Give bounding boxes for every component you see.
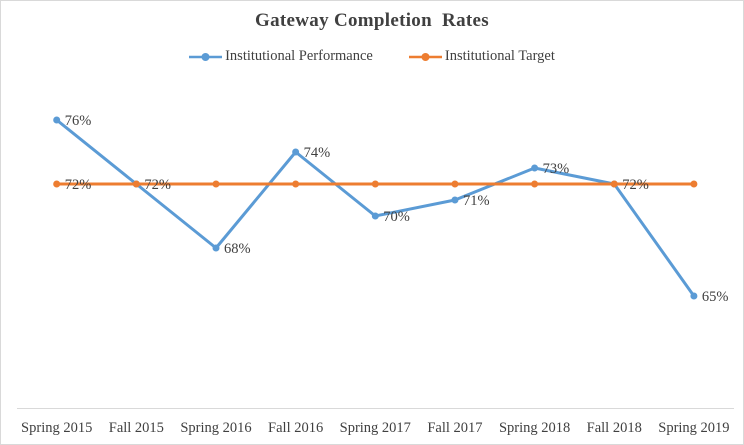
chart-title: Gateway Completion Rates <box>255 10 489 31</box>
data-label: 65% <box>702 289 729 305</box>
x-axis-tick-label: Spring 2019 <box>658 420 729 436</box>
data-label: 70% <box>383 209 410 225</box>
data-label: 71% <box>463 193 490 209</box>
data-point-marker <box>451 180 459 188</box>
data-point-marker <box>212 180 220 188</box>
x-axis-tick-label: Spring 2017 <box>340 420 411 436</box>
data-label: 74% <box>304 145 331 161</box>
data-point-marker <box>371 180 379 188</box>
data-point-marker <box>451 196 459 204</box>
chart-legend: Institutional Performance Institutional T… <box>1 48 743 65</box>
legend-label: Institutional Performance <box>225 48 373 64</box>
legend-item-0: Institutional Performance <box>189 48 373 65</box>
data-label: 72% <box>144 177 171 193</box>
data-point-marker <box>531 164 539 172</box>
legend-line-marker-icon <box>408 52 442 61</box>
data-point-marker <box>531 180 539 188</box>
series-line-0 <box>55 118 696 298</box>
data-point-marker <box>53 116 61 124</box>
data-label: 73% <box>543 161 570 177</box>
legend-item-1: Institutional Target <box>408 48 555 65</box>
data-point-marker <box>132 180 140 188</box>
x-axis-tick-label: Spring 2018 <box>499 420 570 436</box>
data-point-marker <box>610 180 618 188</box>
x-axis-tick-label: Fall 2017 <box>427 420 482 436</box>
x-axis-tick-label: Fall 2015 <box>109 420 164 436</box>
data-label: 76% <box>65 113 92 129</box>
data-label: 68% <box>224 241 251 257</box>
data-point-marker <box>292 180 300 188</box>
x-axis-tick-label: Spring 2016 <box>180 420 251 436</box>
x-axis-tick-label: Fall 2018 <box>587 420 642 436</box>
legend-line-marker-icon <box>189 52 223 61</box>
data-label: 72% <box>65 177 92 193</box>
data-point-marker <box>292 148 300 156</box>
data-point-marker <box>690 180 698 188</box>
data-point-marker <box>212 244 220 252</box>
data-point-marker <box>371 212 379 220</box>
legend-label: Institutional Target <box>444 48 555 64</box>
data-point-marker <box>690 292 698 300</box>
x-axis-tick-label: Fall 2016 <box>268 420 323 436</box>
data-point-marker <box>53 180 61 188</box>
data-label: 72% <box>622 177 649 193</box>
x-axis-tick-label: Spring 2015 <box>21 420 92 436</box>
